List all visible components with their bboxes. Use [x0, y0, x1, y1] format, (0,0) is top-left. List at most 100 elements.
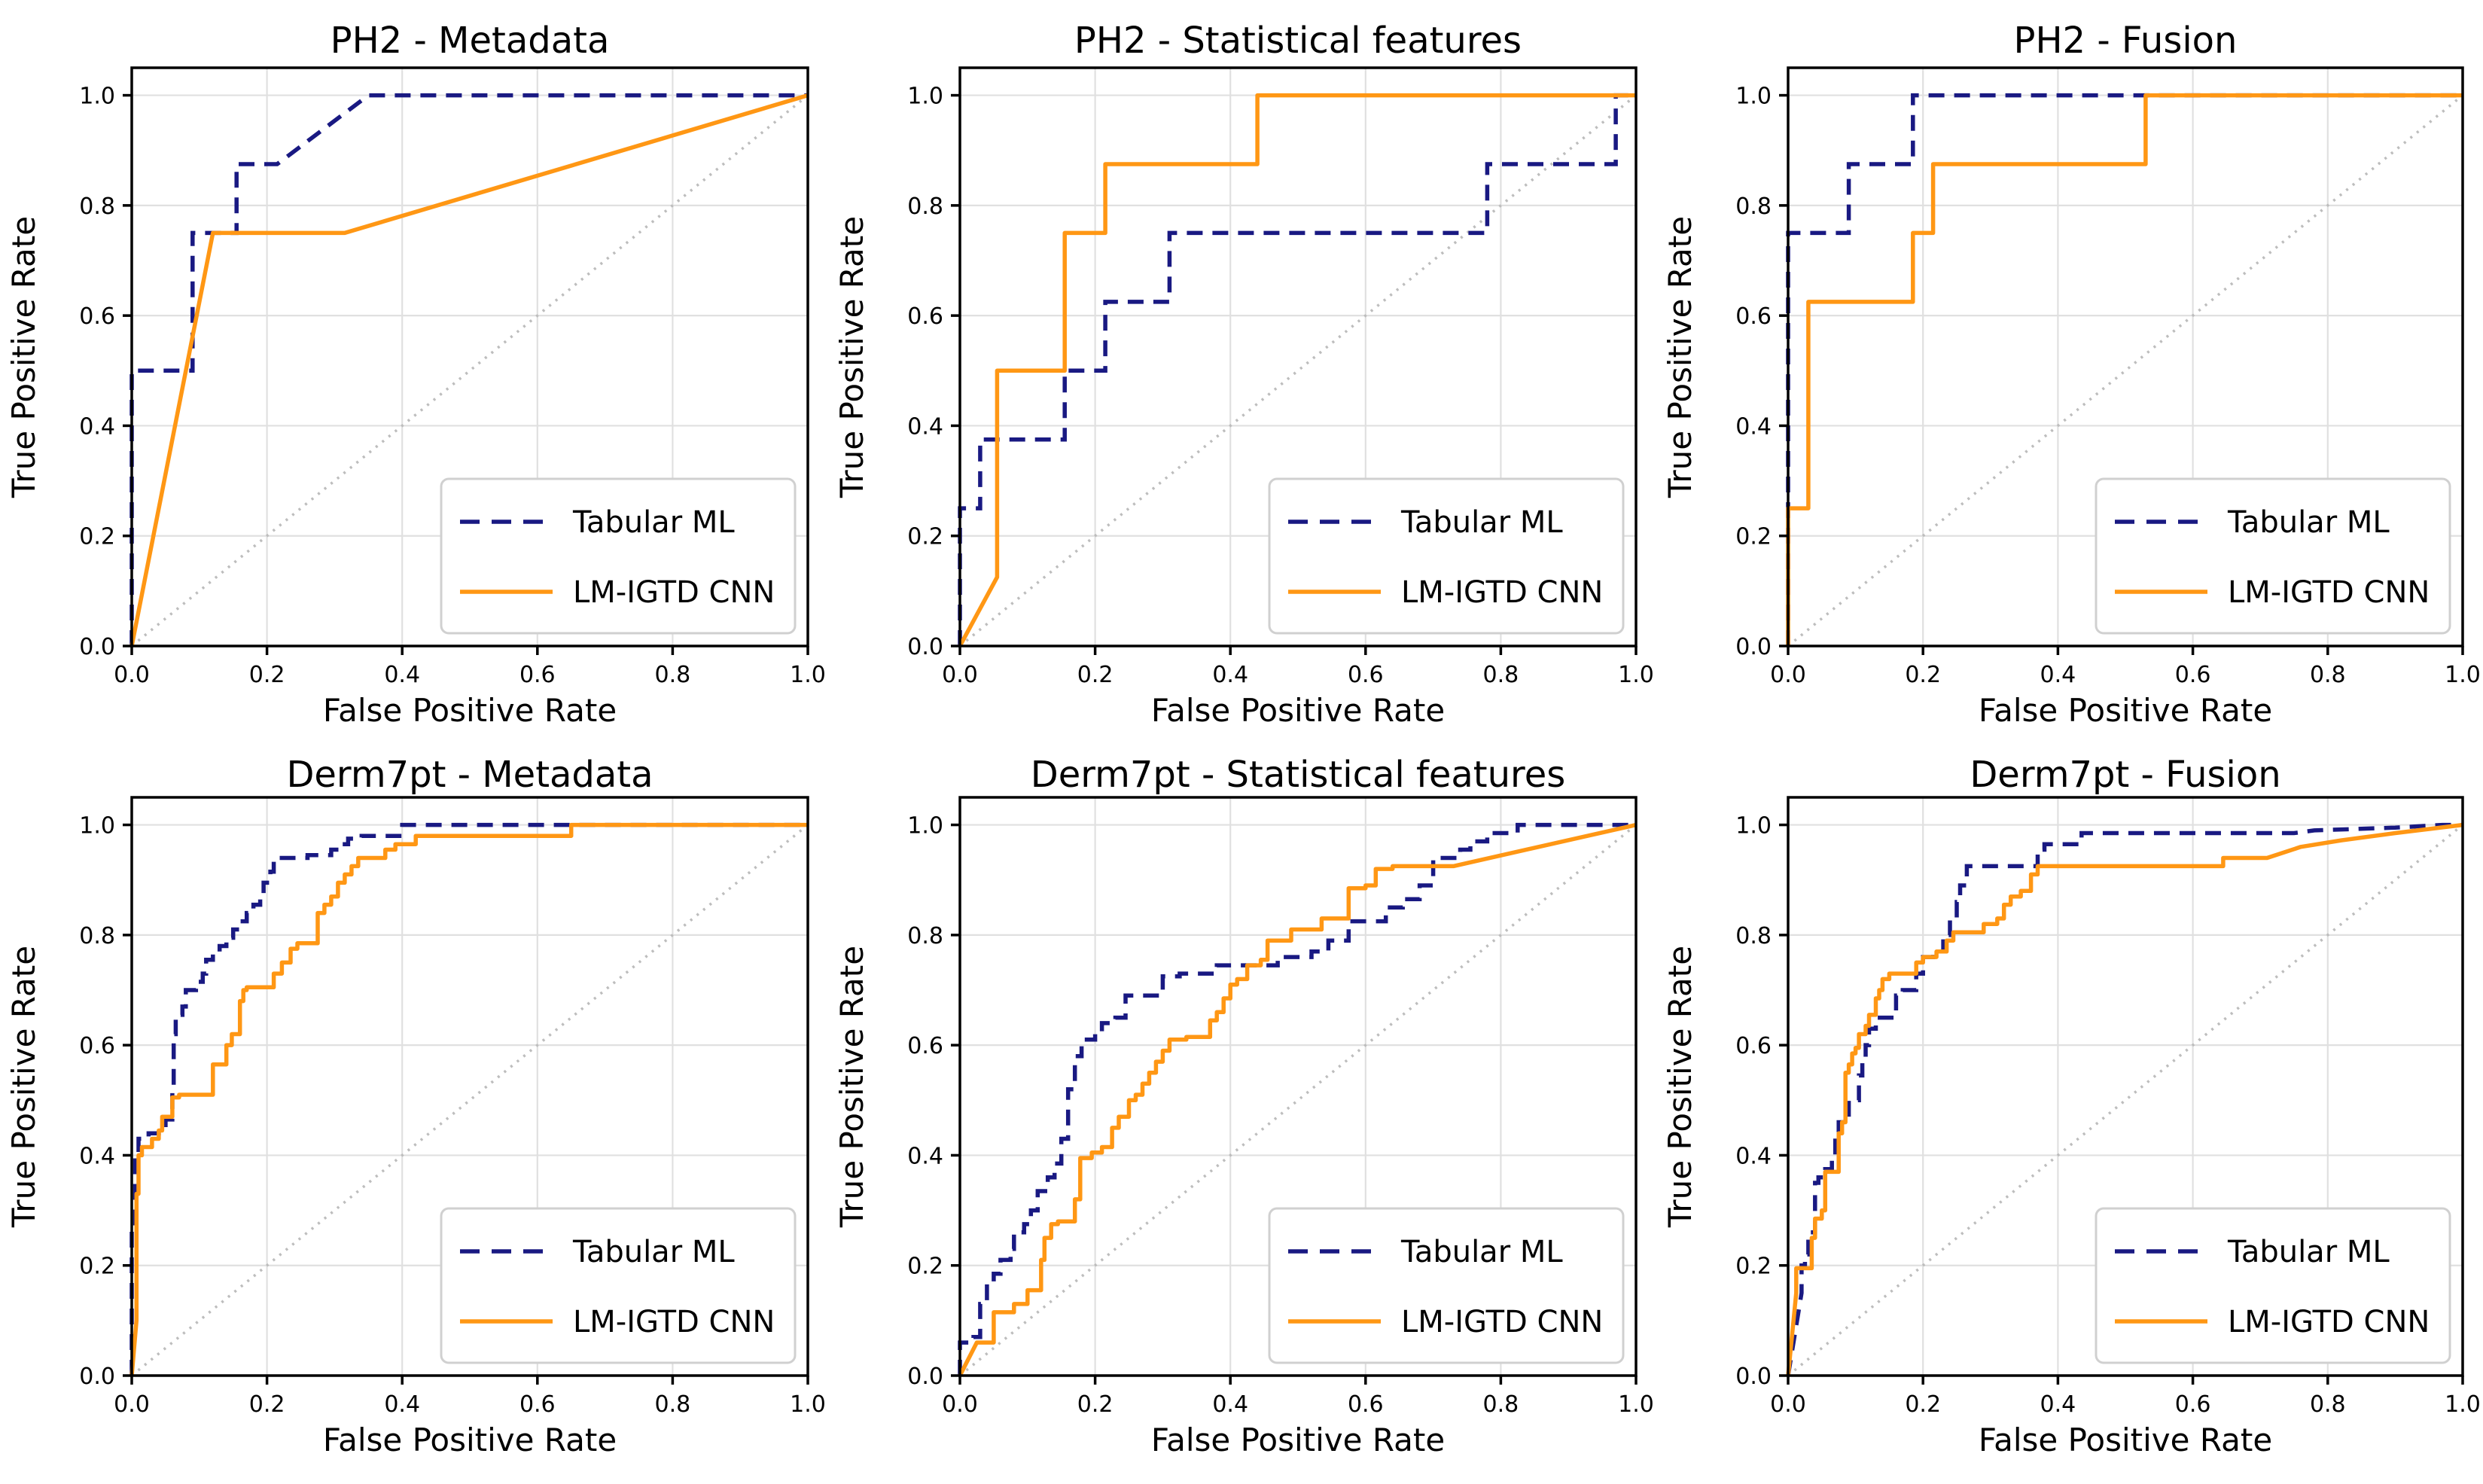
svg-text:False Positive Rate: False Positive Rate: [323, 692, 617, 729]
svg-text:Tabular ML: Tabular ML: [572, 1235, 735, 1269]
svg-text:1.0: 1.0: [79, 84, 115, 110]
svg-text:0.6: 0.6: [907, 303, 943, 330]
svg-text:0.2: 0.2: [79, 1254, 115, 1280]
svg-text:False Positive Rate: False Positive Rate: [1979, 692, 2272, 729]
svg-text:0.4: 0.4: [384, 1391, 420, 1418]
svg-text:0.6: 0.6: [1735, 303, 1772, 330]
svg-text:0.8: 0.8: [655, 662, 691, 688]
svg-text:0.4: 0.4: [1212, 1391, 1248, 1418]
svg-text:False Positive Rate: False Positive Rate: [1151, 692, 1445, 729]
roc-subplot-ph2-statistical-features: 0.00.0 0.2 0.2 0.4 0.4 0.6 0.6 0.8 0.8 1.0 1.0 Fals…: [828, 0, 1656, 742]
svg-text:PH2 - Statistical features: PH2 - Statistical features: [1074, 20, 1522, 62]
svg-text:0.8: 0.8: [2310, 662, 2346, 688]
svg-text:0.6: 0.6: [79, 303, 115, 330]
svg-text:0.4: 0.4: [2040, 662, 2076, 688]
svg-text:1.0: 1.0: [2445, 1391, 2481, 1418]
svg-text:LM-IGTD CNN: LM-IGTD CNN: [2228, 575, 2430, 610]
svg-text:0.6: 0.6: [1735, 1033, 1772, 1059]
svg-text:0.0: 0.0: [907, 634, 943, 660]
svg-text:False Positive Rate: False Positive Rate: [1151, 1422, 1445, 1458]
svg-text:Tabular ML: Tabular ML: [1400, 505, 1563, 540]
svg-text:True Positive Rate: True Positive Rate: [1662, 946, 1698, 1228]
svg-text:0.6: 0.6: [519, 1391, 556, 1418]
svg-text:True Positive Rate: True Positive Rate: [833, 946, 870, 1228]
svg-text:0.2: 0.2: [1735, 1254, 1772, 1280]
svg-text:0.6: 0.6: [907, 1033, 943, 1059]
svg-text:False Positive Rate: False Positive Rate: [323, 1422, 617, 1458]
svg-text:0.4: 0.4: [384, 662, 420, 688]
svg-text:0.4: 0.4: [1212, 662, 1248, 688]
svg-text:0.2: 0.2: [1077, 1391, 1114, 1418]
svg-text:LM-IGTD CNN: LM-IGTD CNN: [2228, 1305, 2430, 1339]
svg-text:1.0: 1.0: [1618, 1391, 1654, 1418]
svg-text:False Positive Rate: False Positive Rate: [1979, 1422, 2272, 1458]
svg-text:0.4: 0.4: [907, 1143, 943, 1169]
svg-text:0.0: 0.0: [942, 662, 978, 688]
svg-text:0.0: 0.0: [1735, 634, 1772, 660]
svg-text:1.0: 1.0: [1735, 84, 1772, 110]
svg-text:0.4: 0.4: [2040, 1391, 2076, 1418]
svg-text:1.0: 1.0: [1618, 662, 1654, 688]
svg-text:0.6: 0.6: [1348, 1391, 1384, 1418]
svg-text:LM-IGTD CNN: LM-IGTD CNN: [1401, 1305, 1603, 1339]
svg-text:0.8: 0.8: [79, 193, 115, 220]
svg-text:0.0: 0.0: [907, 1364, 943, 1390]
svg-text:0.8: 0.8: [1735, 923, 1772, 949]
svg-text:LM-IGTD CNN: LM-IGTD CNN: [573, 1305, 775, 1339]
svg-text:1.0: 1.0: [907, 813, 943, 840]
svg-text:0.2: 0.2: [1077, 662, 1114, 688]
svg-text:0.4: 0.4: [1735, 1143, 1772, 1169]
roc-subplot-derm7pt-statistical-features: 0.00.0 0.2 0.2 0.4 0.4 0.6 0.6 0.8 0.8 1.0 1.0 Fals…: [828, 742, 1656, 1484]
svg-text:0.2: 0.2: [1735, 524, 1772, 550]
svg-text:0.2: 0.2: [907, 1254, 943, 1280]
svg-text:1.0: 1.0: [790, 1391, 826, 1418]
roc-subplot-derm7pt-fusion: 0.00.0 0.2 0.2 0.4 0.4 0.6 0.6 0.8 0.8 1.0 1.0 Fals…: [1656, 742, 2483, 1484]
svg-text:0.2: 0.2: [249, 1391, 285, 1418]
svg-text:0.8: 0.8: [655, 1391, 691, 1418]
svg-text:0.8: 0.8: [1483, 662, 1519, 688]
svg-text:0.4: 0.4: [79, 1143, 115, 1169]
svg-text:LM-IGTD CNN: LM-IGTD CNN: [1401, 575, 1603, 610]
svg-text:True Positive Rate: True Positive Rate: [1662, 216, 1698, 498]
svg-text:Derm7pt - Metadata: Derm7pt - Metadata: [286, 754, 653, 796]
svg-text:0.6: 0.6: [2175, 662, 2211, 688]
svg-text:0.6: 0.6: [519, 662, 556, 688]
svg-text:0.0: 0.0: [1770, 1391, 1806, 1418]
svg-text:0.0: 0.0: [1770, 662, 1806, 688]
svg-text:0.0: 0.0: [79, 1364, 115, 1390]
svg-text:0.2: 0.2: [249, 662, 285, 688]
svg-text:Tabular ML: Tabular ML: [2227, 1235, 2390, 1269]
svg-text:1.0: 1.0: [2445, 662, 2481, 688]
svg-text:0.8: 0.8: [2310, 1391, 2346, 1418]
svg-text:1.0: 1.0: [907, 84, 943, 110]
svg-text:0.8: 0.8: [907, 193, 943, 220]
svg-text:0.0: 0.0: [114, 1391, 150, 1418]
svg-text:0.2: 0.2: [79, 524, 115, 550]
svg-text:Tabular ML: Tabular ML: [2227, 505, 2390, 540]
svg-text:1.0: 1.0: [79, 813, 115, 840]
svg-text:0.0: 0.0: [1735, 1364, 1772, 1390]
svg-text:Derm7pt - Statistical features: Derm7pt - Statistical features: [1031, 754, 1566, 796]
svg-text:0.0: 0.0: [114, 662, 150, 688]
svg-text:0.0: 0.0: [79, 634, 115, 660]
svg-text:0.8: 0.8: [1735, 193, 1772, 220]
svg-text:True Positive Rate: True Positive Rate: [5, 216, 42, 498]
svg-text:0.6: 0.6: [2175, 1391, 2211, 1418]
svg-text:0.4: 0.4: [1735, 413, 1772, 440]
svg-text:1.0: 1.0: [1735, 813, 1772, 840]
svg-text:PH2 - Metadata: PH2 - Metadata: [331, 20, 610, 62]
svg-text:0.4: 0.4: [907, 413, 943, 440]
svg-text:0.6: 0.6: [1348, 662, 1384, 688]
svg-text:Tabular ML: Tabular ML: [572, 505, 735, 540]
svg-text:0.0: 0.0: [942, 1391, 978, 1418]
svg-text:0.8: 0.8: [1483, 1391, 1519, 1418]
svg-text:0.6: 0.6: [79, 1033, 115, 1059]
svg-text:0.8: 0.8: [79, 923, 115, 949]
svg-text:0.4: 0.4: [79, 413, 115, 440]
svg-text:0.2: 0.2: [1905, 1391, 1941, 1418]
svg-text:LM-IGTD CNN: LM-IGTD CNN: [573, 575, 775, 610]
svg-text:0.2: 0.2: [1905, 662, 1941, 688]
svg-text:True Positive Rate: True Positive Rate: [833, 216, 870, 498]
svg-text:0.2: 0.2: [907, 524, 943, 550]
